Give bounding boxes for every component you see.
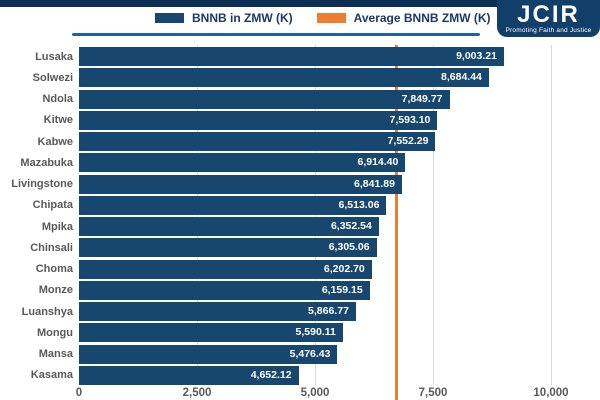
bar-chipata: 6,513.06 xyxy=(79,195,387,215)
legend-label-average: Average BNNB ZMW (K) xyxy=(353,11,491,25)
bar-chinsali: 6,305.06 xyxy=(79,238,377,258)
category-label-mazabuka: Mazabuka xyxy=(20,156,73,169)
logo-text: JCIR xyxy=(517,0,580,28)
bar-livingstone: 6,841.89 xyxy=(79,174,402,194)
x-tick-10,000: 10,000 xyxy=(533,387,569,399)
x-tick-0: 0 xyxy=(75,387,83,399)
bar-mazabuka: 6,914.40 xyxy=(79,153,406,173)
bar-mansa: 5,476.43 xyxy=(79,344,338,364)
category-label-chipata: Chipata xyxy=(32,199,73,212)
bar-lusaka: 9,003.21 xyxy=(79,47,504,66)
category-label-mongu: Mongu xyxy=(36,326,73,339)
gridline-5,000 xyxy=(315,45,316,385)
category-label-kabwe: Kabwe xyxy=(37,135,73,148)
category-label-solwezi: Solwezi xyxy=(32,71,73,84)
top-strip xyxy=(0,0,497,7)
bar-monze: 6,159.15 xyxy=(79,280,370,300)
legend-swatch-bnnb xyxy=(155,13,184,23)
legend-swatch-average xyxy=(316,13,346,23)
category-label-mansa: Mansa xyxy=(38,348,73,360)
category-label-mpika: Mpika xyxy=(41,220,73,233)
category-label-monze: Monze xyxy=(38,284,73,297)
bar-mongu: 5,590.11 xyxy=(79,323,343,343)
bar-luanshya: 5,866.77 xyxy=(79,302,356,321)
category-label-livingstone: Livingstone xyxy=(11,178,73,190)
category-label-ndola: Ndola xyxy=(42,93,73,105)
chart-legend: BNNB in ZMW (K) Average BNNB ZMW (K) xyxy=(155,11,491,25)
bar-mpika: 6,352.54 xyxy=(79,217,379,236)
header-divider xyxy=(72,33,480,36)
bar-solwezi: 8,684.44 xyxy=(79,68,489,88)
jcir-logo: JCIR Promoting Faith and Justice xyxy=(497,0,600,37)
bar-ndola: 7,849.77 xyxy=(79,89,450,109)
bar-kabwe: 7,552.29 xyxy=(79,132,436,151)
category-label-chinsali: Chinsali xyxy=(30,241,73,254)
category-label-choma: Choma xyxy=(35,263,73,275)
x-tick-5,000: 5,000 xyxy=(300,387,330,399)
gridline-7,500 xyxy=(433,45,434,385)
bar-kasama: 4,652.12 xyxy=(79,365,299,385)
category-label-kitwe: Kitwe xyxy=(43,114,73,127)
category-label-kasama: Kasama xyxy=(30,369,73,382)
x-tick-7,500: 7,500 xyxy=(418,387,448,399)
legend-label-bnnb: BNNB in ZMW (K) xyxy=(192,11,293,25)
category-label-lusaka: Lusaka xyxy=(35,50,73,63)
category-label-luanshya: Luanshya xyxy=(21,305,73,318)
x-tick-2,500: 2,500 xyxy=(182,387,212,399)
gridline-2,500 xyxy=(197,45,198,385)
logo-tagline: Promoting Faith and Justice xyxy=(505,26,592,34)
bar-choma: 6,202.70 xyxy=(79,259,372,279)
bar-kitwe: 7,593.10 xyxy=(79,110,438,130)
average-line xyxy=(394,45,398,400)
gridline-10,000 xyxy=(551,45,552,385)
